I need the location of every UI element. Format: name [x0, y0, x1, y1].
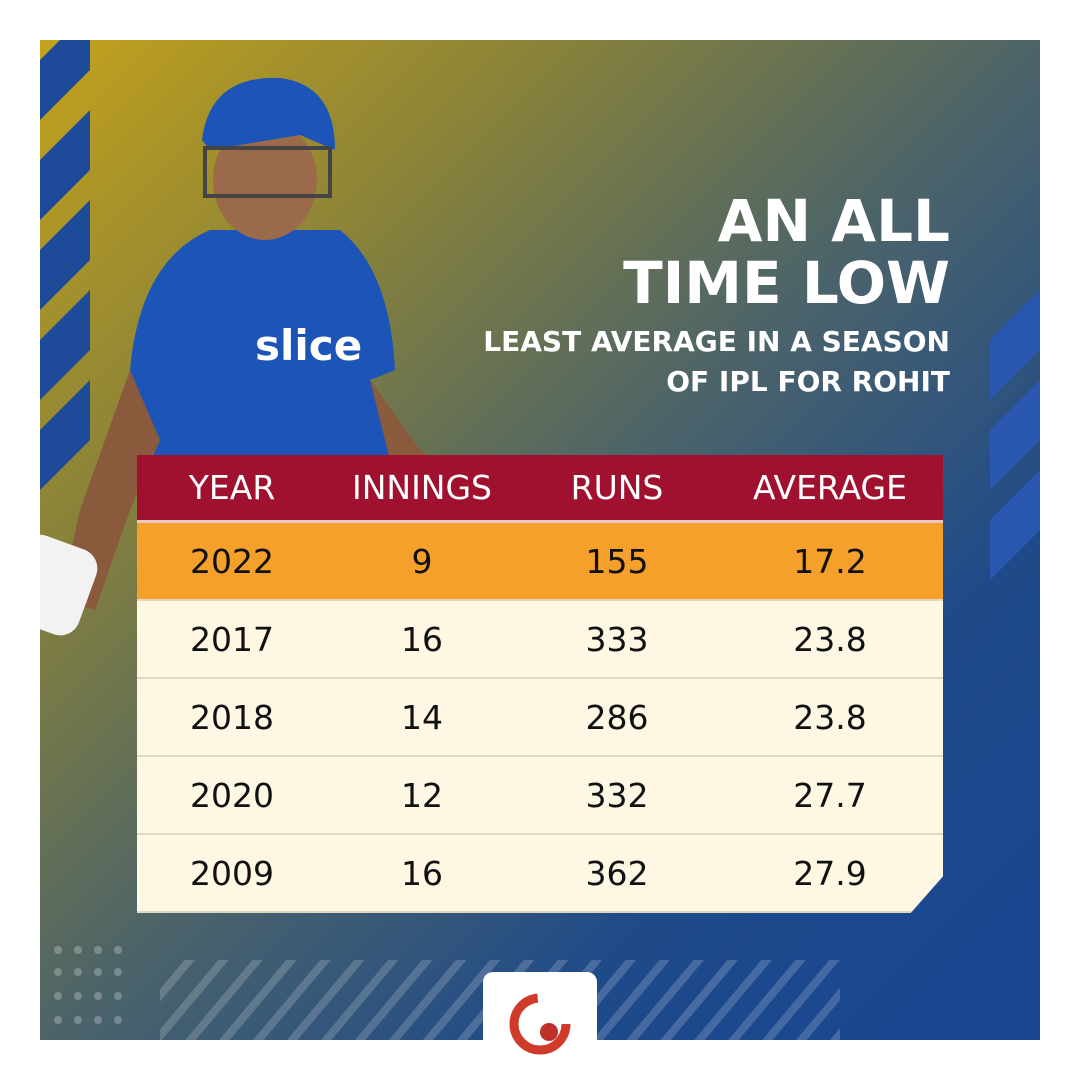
player-illustration: slice: [40, 77, 435, 636]
table-cell: 2018: [190, 697, 274, 737]
table-cell: 27.9: [793, 853, 867, 893]
table-cell: 23.8: [793, 697, 867, 737]
table-row: 2018 14 286 23.8: [137, 679, 943, 757]
left-stripes: [40, 40, 90, 490]
table-row: 2017 16 333 23.8: [137, 601, 943, 679]
table-cell: 14: [401, 697, 443, 737]
table-cell: 9: [411, 541, 433, 581]
table-row: 2009 16 362 27.9: [137, 835, 943, 913]
table-cell: 2017: [190, 619, 274, 659]
table-cell: 333: [585, 619, 649, 659]
title: AN ALL TIME LOW: [623, 187, 950, 317]
table-cell: 362: [585, 853, 649, 893]
column-header: AVERAGE: [753, 468, 907, 507]
table-cell: 27.7: [793, 775, 867, 815]
header-row: YEAR INNINGS RUNS AVERAGE: [137, 455, 943, 523]
table-row: 2022 9 155 17.2: [137, 523, 943, 601]
table-cell: 16: [401, 853, 443, 893]
table-cell: 2022: [190, 541, 274, 581]
column-header: RUNS: [570, 468, 664, 507]
subtitle: LEAST AVERAGE IN A SEASON OF IPL FOR ROH…: [483, 325, 950, 398]
table-cell: 155: [585, 541, 649, 581]
table-cell: 16: [401, 619, 443, 659]
right-stripes: [990, 290, 1040, 580]
table-cell: 2009: [190, 853, 274, 893]
table-cell: 286: [585, 697, 649, 737]
table-cell: 332: [585, 775, 649, 815]
logo-mark: [509, 993, 571, 1055]
table-row: 2020 12 332 27.7: [137, 757, 943, 835]
column-header: INNINGS: [351, 468, 493, 507]
svg-text:slice: slice: [255, 321, 362, 370]
table-cell: 23.8: [793, 619, 867, 659]
stats-table: YEAR INNINGS RUNS AVERAGE 2022 9 155 17.2 2017 16…: [137, 455, 943, 913]
table-cell: 12: [401, 775, 443, 815]
background-panel: slice AN ALL TIME LOW LEAST AVERAGE IN A…: [40, 40, 1040, 1040]
table-cell: 2020: [190, 775, 274, 815]
table-cell: 17.2: [793, 541, 867, 581]
column-header: YEAR: [188, 468, 276, 507]
logo: [483, 972, 597, 1092]
dots: [54, 946, 122, 1024]
